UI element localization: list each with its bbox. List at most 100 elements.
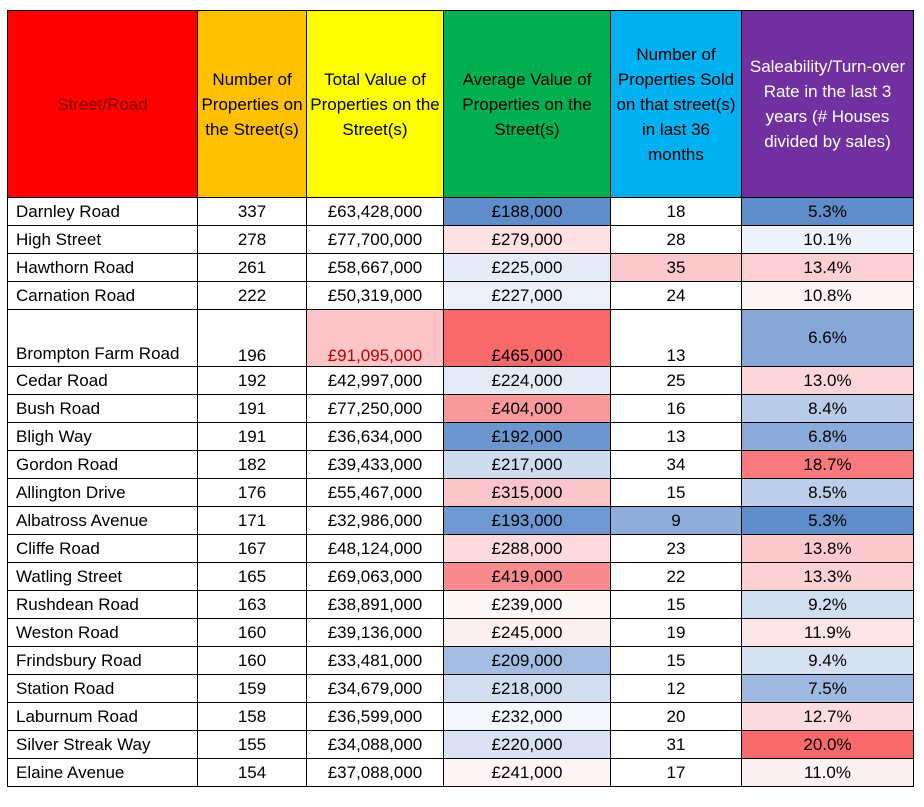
header-sold: Number of Properties Sold on that street… <box>610 10 742 198</box>
cell-street: Cedar Road <box>7 366 198 395</box>
cell-sold: 13 <box>610 422 742 451</box>
cell-num-properties: 159 <box>197 674 307 703</box>
cell-sold: 22 <box>610 562 742 591</box>
cell-street: Brompton Farm Road <box>7 309 198 367</box>
cell-street: Laburnum Road <box>7 702 198 731</box>
cell-num-properties: 167 <box>197 534 307 563</box>
cell-total-value: £91,095,000 <box>306 309 444 367</box>
table-row: Frindsbury Road 160 £33,481,000 £209,000 15 9… <box>7 646 914 675</box>
cell-num-properties: 165 <box>197 562 307 591</box>
cell-num-properties: 182 <box>197 450 307 479</box>
table-row: Station Road 159 £34,679,000 £218,000 12 7.5% <box>7 674 914 703</box>
cell-rate: 18.7% <box>741 450 914 479</box>
cell-street: Bligh Way <box>7 422 198 451</box>
cell-avg-value: £245,000 <box>443 618 611 647</box>
header-num-properties: Number of Properties on the Street(s) <box>197 10 307 198</box>
cell-num-properties: 160 <box>197 618 307 647</box>
cell-sold: 13 <box>610 309 742 367</box>
table-row: Elaine Avenue 154 £37,088,000 £241,000 17 11.… <box>7 758 914 787</box>
cell-street: Gordon Road <box>7 450 198 479</box>
table-row: Albatross Avenue 171 £32,986,000 £193,000 9 5… <box>7 506 914 535</box>
header-street: Street/Road <box>7 10 198 198</box>
cell-num-properties: 222 <box>197 281 307 310</box>
cell-avg-value: £192,000 <box>443 422 611 451</box>
table-body: Darnley Road 337 £63,428,000 £188,000 18 5.3%… <box>7 197 914 787</box>
cell-total-value: £39,136,000 <box>306 618 444 647</box>
cell-total-value: £37,088,000 <box>306 758 444 787</box>
cell-total-value: £34,088,000 <box>306 730 444 759</box>
cell-total-value: £33,481,000 <box>306 646 444 675</box>
table-row: Rushdean Road 163 £38,891,000 £239,000 15 9.2… <box>7 590 914 619</box>
cell-avg-value: £279,000 <box>443 225 611 254</box>
cell-sold: 15 <box>610 646 742 675</box>
header-total-value: Total Value of Properties on the Street(… <box>306 10 444 198</box>
cell-total-value: £39,433,000 <box>306 450 444 479</box>
cell-sold: 25 <box>610 366 742 395</box>
cell-sold: 18 <box>610 197 742 226</box>
cell-street: Cliffe Road <box>7 534 198 563</box>
cell-rate: 6.6% <box>741 309 914 367</box>
cell-sold: 15 <box>610 478 742 507</box>
cell-street: Carnation Road <box>7 281 198 310</box>
cell-rate: 9.2% <box>741 590 914 619</box>
cell-sold: 35 <box>610 253 742 282</box>
cell-num-properties: 160 <box>197 646 307 675</box>
cell-total-value: £63,428,000 <box>306 197 444 226</box>
cell-avg-value: £220,000 <box>443 730 611 759</box>
cell-num-properties: 191 <box>197 422 307 451</box>
cell-total-value: £34,679,000 <box>306 674 444 703</box>
cell-num-properties: 261 <box>197 253 307 282</box>
cell-avg-value: £224,000 <box>443 366 611 395</box>
cell-sold: 28 <box>610 225 742 254</box>
cell-rate: 5.3% <box>741 506 914 535</box>
cell-rate: 13.4% <box>741 253 914 282</box>
cell-num-properties: 278 <box>197 225 307 254</box>
table-row: Allington Drive 176 £55,467,000 £315,000 15 8… <box>7 478 914 507</box>
header-rate: Saleability/Turn-over Rate in the last 3… <box>741 10 914 198</box>
table-row: Bush Road 191 £77,250,000 £404,000 16 8.4% <box>7 394 914 423</box>
cell-avg-value: £218,000 <box>443 674 611 703</box>
cell-street: Allington Drive <box>7 478 198 507</box>
cell-rate: 10.8% <box>741 281 914 310</box>
cell-avg-value: £217,000 <box>443 450 611 479</box>
cell-num-properties: 163 <box>197 590 307 619</box>
cell-avg-value: £188,000 <box>443 197 611 226</box>
cell-avg-value: £404,000 <box>443 394 611 423</box>
cell-sold: 17 <box>610 758 742 787</box>
cell-total-value: £58,667,000 <box>306 253 444 282</box>
cell-rate: 13.3% <box>741 562 914 591</box>
cell-street: Bush Road <box>7 394 198 423</box>
cell-rate: 8.4% <box>741 394 914 423</box>
cell-avg-value: £227,000 <box>443 281 611 310</box>
cell-rate: 12.7% <box>741 702 914 731</box>
cell-sold: 23 <box>610 534 742 563</box>
cell-total-value: £42,997,000 <box>306 366 444 395</box>
cell-rate: 6.8% <box>741 422 914 451</box>
cell-rate: 10.1% <box>741 225 914 254</box>
table-row: Cliffe Road 167 £48,124,000 £288,000 23 13.8% <box>7 534 914 563</box>
header-avg-value: Average Value of Properties on the Stree… <box>443 10 611 198</box>
table-row: Darnley Road 337 £63,428,000 £188,000 18 5.3% <box>7 197 914 226</box>
cell-street: Elaine Avenue <box>7 758 198 787</box>
cell-street: Frindsbury Road <box>7 646 198 675</box>
cell-avg-value: £209,000 <box>443 646 611 675</box>
cell-total-value: £69,063,000 <box>306 562 444 591</box>
cell-num-properties: 158 <box>197 702 307 731</box>
cell-rate: 5.3% <box>741 197 914 226</box>
cell-rate: 8.5% <box>741 478 914 507</box>
cell-rate: 20.0% <box>741 730 914 759</box>
cell-avg-value: £241,000 <box>443 758 611 787</box>
cell-sold: 16 <box>610 394 742 423</box>
cell-sold: 15 <box>610 590 742 619</box>
cell-rate: 9.4% <box>741 646 914 675</box>
cell-num-properties: 155 <box>197 730 307 759</box>
cell-street: Rushdean Road <box>7 590 198 619</box>
cell-num-properties: 176 <box>197 478 307 507</box>
cell-street: Weston Road <box>7 618 198 647</box>
cell-street: High Street <box>7 225 198 254</box>
cell-street: Watling Street <box>7 562 198 591</box>
cell-num-properties: 154 <box>197 758 307 787</box>
cell-street: Hawthorn Road <box>7 253 198 282</box>
cell-avg-value: £465,000 <box>443 309 611 367</box>
table-row: High Street 278 £77,700,000 £279,000 28 10.1% <box>7 225 914 254</box>
